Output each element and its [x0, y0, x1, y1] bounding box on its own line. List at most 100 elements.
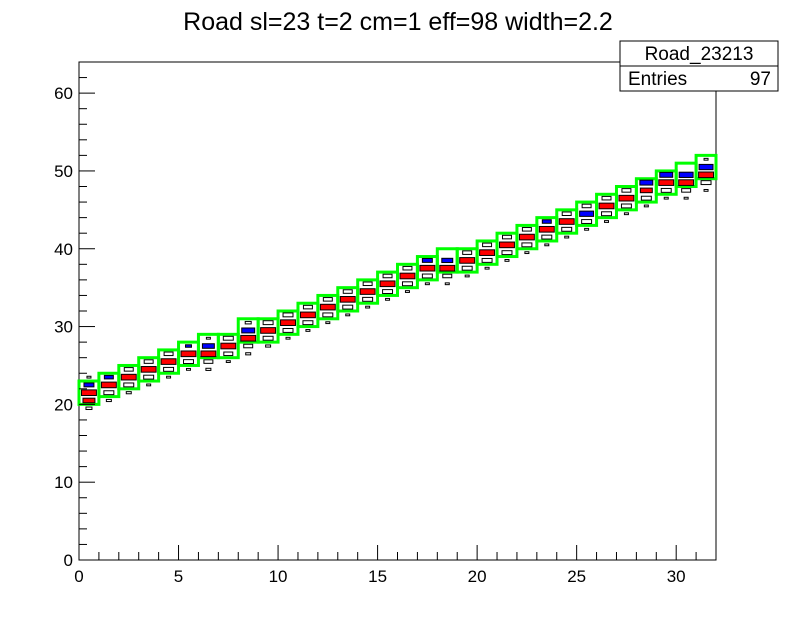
- hit-cell: [678, 171, 694, 178]
- hit-cell: [365, 305, 371, 309]
- stats-box: Road_23213 Entries 97: [619, 40, 779, 92]
- hit-cell: [86, 375, 92, 379]
- hit-cell: [421, 273, 433, 279]
- hit-cell: [459, 257, 476, 264]
- hit-cell: [222, 335, 234, 341]
- hit-cell: [305, 329, 311, 332]
- x-tick-label: 20: [468, 567, 487, 586]
- hit-cell: [399, 272, 416, 280]
- hit-cell: [620, 203, 632, 209]
- stats-box-entries-value: 97: [750, 69, 771, 90]
- hit-cell: [524, 251, 530, 255]
- hit-cell: [401, 281, 413, 287]
- hit-cell: [85, 406, 93, 411]
- hit-cell: [285, 336, 291, 340]
- hit-cell: [362, 296, 374, 302]
- hit-cell: [663, 196, 669, 200]
- chart-title: Road sl=23 t=2 cm=1 eff=98 width=2.2: [183, 8, 613, 36]
- hit-cell: [359, 288, 376, 295]
- hit-cell: [444, 282, 450, 286]
- hit-cell: [482, 242, 493, 248]
- hit-cell: [342, 304, 354, 310]
- hit-cell: [282, 312, 294, 318]
- road-box: [216, 332, 240, 360]
- y-tick-label: 10: [54, 473, 73, 492]
- hit-cell: [379, 280, 396, 288]
- hit-cell: [143, 374, 155, 380]
- hit-cell: [265, 344, 272, 348]
- hit-cell: [220, 342, 237, 350]
- hit-cell: [382, 289, 394, 294]
- hit-cell: [103, 374, 114, 380]
- y-tick-label: 60: [54, 84, 73, 103]
- road-box: [694, 153, 718, 181]
- hit-cell: [421, 257, 433, 263]
- hit-cell: [143, 359, 154, 364]
- hit-cell: [302, 304, 313, 310]
- hit-cell: [201, 343, 215, 349]
- hit-cell: [658, 179, 675, 186]
- hit-cell: [125, 391, 132, 395]
- hit-cell: [302, 320, 314, 326]
- x-tick-label: 25: [567, 567, 586, 586]
- hit-cell: [504, 259, 510, 262]
- hit-cell: [160, 358, 177, 365]
- hit-cell: [262, 320, 274, 326]
- hit-cell: [183, 359, 194, 365]
- hit-cell: [82, 397, 96, 404]
- hit-cell: [205, 336, 211, 340]
- hit-cell: [166, 375, 172, 379]
- hit-cell: [319, 303, 336, 311]
- hit-cell: [322, 297, 333, 302]
- hit-cell: [639, 179, 654, 186]
- hit-cell: [544, 243, 550, 247]
- hit-cell: [419, 264, 436, 272]
- hit-cell: [123, 382, 135, 388]
- hit-cell: [703, 188, 709, 192]
- y-tick-label: 50: [54, 162, 73, 181]
- hit-cell: [146, 383, 152, 387]
- hit-cell: [299, 311, 316, 319]
- hit-cell: [502, 234, 512, 240]
- hit-cell: [484, 266, 490, 270]
- y-tick-label: 30: [54, 318, 73, 337]
- hit-cell: [439, 264, 456, 272]
- hit-cell: [362, 281, 373, 287]
- hit-cell: [322, 312, 334, 318]
- hit-cell: [601, 195, 612, 201]
- hit-cell: [639, 187, 653, 194]
- hit-cell: [681, 188, 692, 193]
- hit-cell: [342, 289, 353, 294]
- hit-cell: [604, 220, 610, 223]
- hit-cell: [643, 204, 649, 208]
- hit-cell: [241, 327, 256, 334]
- hit-cell: [140, 366, 157, 373]
- y-tick-label: 40: [54, 240, 73, 259]
- hit-cell: [621, 188, 632, 193]
- hit-cell: [385, 297, 391, 301]
- stats-box-entries-label: Entries: [628, 69, 687, 90]
- hit-cell: [243, 343, 254, 349]
- hit-cell: [382, 273, 393, 279]
- hit-cell: [581, 219, 593, 224]
- hit-cell: [700, 180, 712, 186]
- hit-cell: [579, 210, 595, 217]
- hit-cell: [479, 249, 496, 256]
- x-tick-label: 5: [174, 567, 183, 586]
- hit-cell: [260, 327, 277, 334]
- hit-cell: [339, 296, 356, 303]
- hit-cell: [240, 334, 257, 342]
- hit-cell: [461, 265, 473, 271]
- hit-cell: [598, 202, 615, 210]
- hit-cell: [541, 219, 552, 224]
- hit-cell: [659, 171, 674, 178]
- x-tick-label: 0: [74, 567, 83, 586]
- hit-cell: [462, 250, 473, 255]
- hit-cell: [262, 335, 274, 341]
- hit-cell: [623, 212, 629, 216]
- hit-cell: [521, 242, 533, 248]
- hit-cell: [180, 350, 197, 358]
- hit-cell: [564, 235, 570, 239]
- x-tick-label: 10: [269, 567, 288, 586]
- hit-cell: [538, 225, 555, 233]
